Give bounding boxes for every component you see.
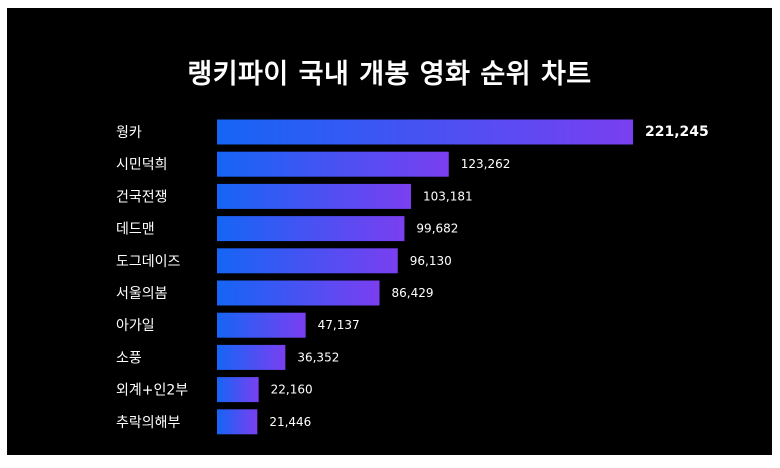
bar-chart: 웡카 221,245 시민덕희 123,262 건국전쟁 103,181 데드맨 99,682… [116, 119, 709, 435]
value-label: 22,160 [271, 383, 313, 397]
bar [217, 344, 286, 370]
value-label: 103,181 [423, 189, 473, 203]
value-label: 21,446 [269, 415, 311, 429]
chart-frame: 랭키파이 국내 개봉 영화 순위 차트 웡카 221,245 시민덕희 123,262… [7, 8, 772, 455]
category-label: 서울의봄 [116, 286, 168, 302]
value-label: 99,682 [416, 222, 458, 236]
category-label: 외계+인2부 [116, 383, 188, 399]
category-label: 데드맨 [116, 222, 155, 238]
category-label: 건국전쟁 [116, 189, 168, 205]
category-label: 시민덕희 [116, 157, 168, 173]
value-label: 221,245 [645, 124, 709, 140]
bar [217, 312, 306, 338]
value-label: 47,137 [318, 318, 360, 332]
category-label: 소풍 [116, 350, 142, 366]
value-label: 123,262 [461, 157, 511, 171]
value-label: 36,352 [297, 350, 339, 364]
bar [217, 377, 259, 403]
bars-group: 웡카 221,245 시민덕희 123,262 건국전쟁 103,181 데드맨 99,682… [116, 119, 709, 435]
bar [217, 409, 258, 435]
value-label: 96,130 [410, 254, 452, 268]
bar [217, 151, 449, 177]
category-label: 아가일 [116, 318, 155, 334]
chart-title: 랭키파이 국내 개봉 영화 순위 차트 [187, 59, 592, 90]
bar [217, 280, 380, 306]
bar [217, 216, 405, 242]
bar [217, 183, 412, 209]
category-label: 웡카 [116, 125, 142, 141]
category-label: 추락의해부 [116, 415, 181, 431]
bar [217, 248, 398, 274]
category-label: 도그데이즈 [116, 254, 181, 270]
value-label: 86,429 [392, 286, 434, 300]
bar [217, 119, 633, 145]
